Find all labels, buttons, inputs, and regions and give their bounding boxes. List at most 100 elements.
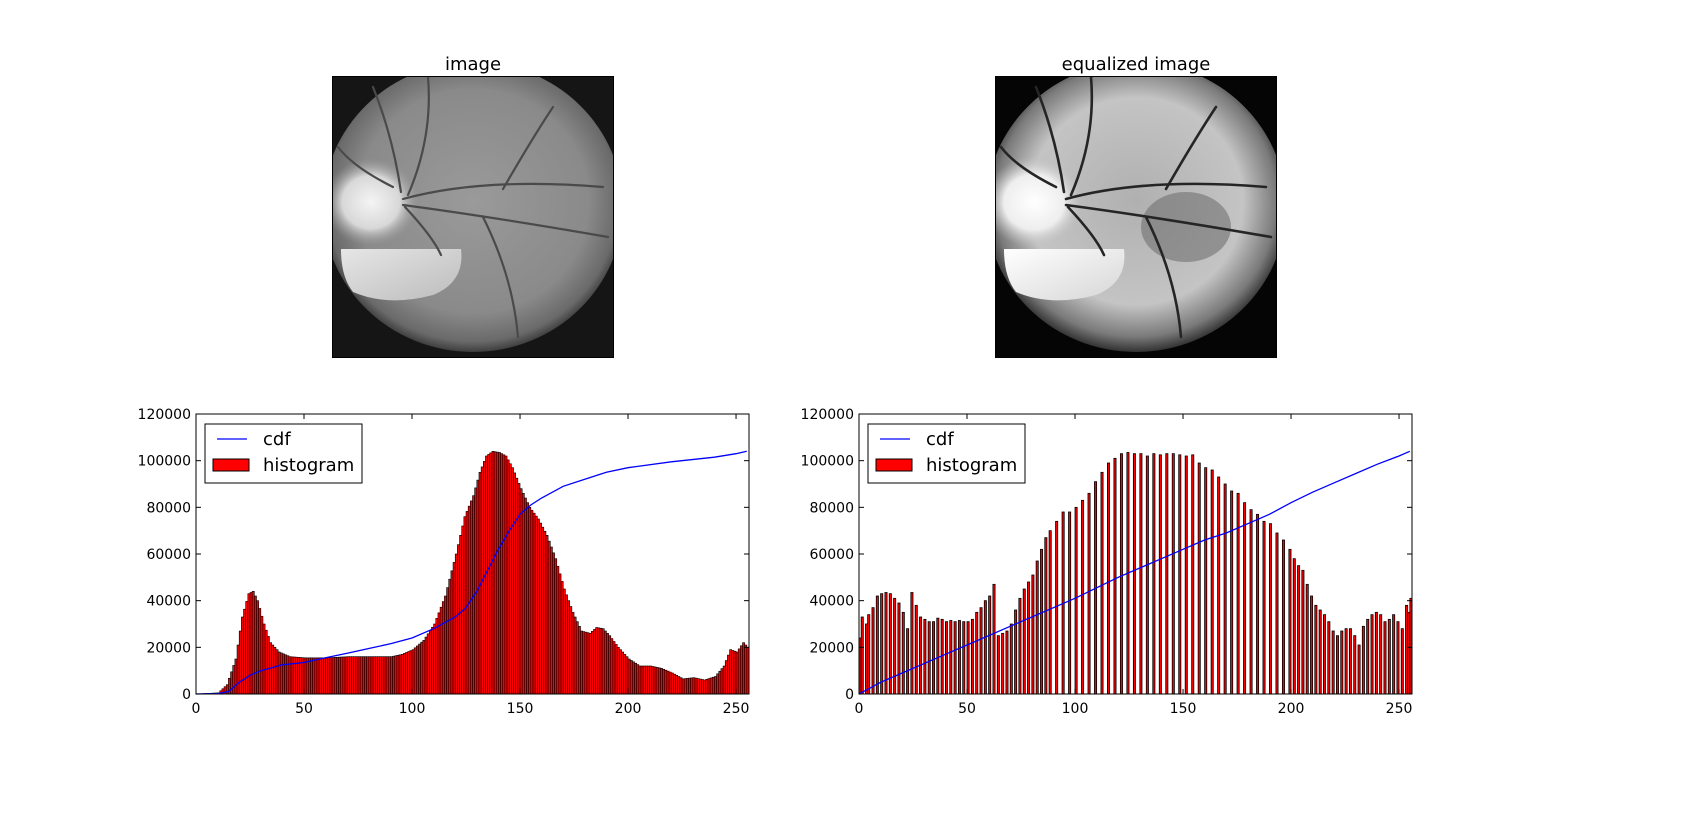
histogram-bar: [554, 558, 558, 695]
x-axis-ticks: 0 50 100 150 200 250: [192, 414, 749, 717]
histogram-bar: [400, 654, 404, 695]
histogram-bar: [243, 608, 246, 695]
orig-histogram-bars: [197, 451, 750, 695]
histogram-bar: [552, 552, 555, 695]
histogram-bar: [655, 667, 659, 695]
histogram-bar: [396, 654, 400, 695]
histogram-bar: [1357, 644, 1361, 695]
histogram-bar: [370, 656, 374, 695]
histogram-bar: [640, 665, 644, 695]
histogram-bar: [927, 621, 931, 695]
histogram-bar: [988, 595, 992, 695]
histogram-bar: [677, 676, 681, 695]
histogram-bar: [686, 678, 689, 695]
histogram-bar: [545, 535, 549, 695]
histogram-bar: [1158, 454, 1162, 695]
histogram-bar: [681, 678, 685, 695]
histogram-bar: [683, 678, 687, 695]
histogram-bar: [595, 627, 599, 695]
legend-histogram-label: histogram: [926, 455, 1017, 476]
histogram-bar: [1269, 523, 1272, 695]
histogram-bar: [498, 452, 501, 695]
histogram-bar: [679, 677, 683, 695]
histogram-bar: [979, 607, 983, 695]
histogram-bar: [740, 645, 743, 695]
x-tick-label: 200: [615, 701, 642, 717]
histogram-bar: [737, 648, 741, 695]
histogram-bar: [504, 455, 508, 695]
histogram-bar: [662, 668, 666, 695]
histogram-bar: [1292, 558, 1296, 695]
histogram-bar: [327, 657, 331, 695]
histogram-bar: [1068, 511, 1072, 695]
histogram-bar: [608, 635, 612, 695]
histogram-bar: [528, 507, 532, 695]
histogram-bar: [247, 593, 251, 695]
histogram-bar: [385, 656, 389, 695]
histogram-bar: [714, 676, 717, 695]
histogram-bar: [627, 658, 631, 695]
histogram-bar: [919, 616, 923, 695]
histogram-bar: [366, 656, 370, 695]
histogram-bar: [342, 656, 346, 695]
histogram-bar: [936, 617, 940, 695]
histogram-bar: [487, 454, 491, 695]
histogram-bar: [418, 643, 421, 695]
histogram-bar: [623, 654, 627, 695]
histogram-bar: [1197, 462, 1201, 695]
histogram-bar: [236, 644, 240, 695]
histogram-bar: [1387, 618, 1391, 695]
y-tick-label: 60000: [146, 547, 191, 563]
histogram-bar: [329, 657, 333, 695]
histogram-bar: [1055, 520, 1059, 695]
histogram-bar: [310, 657, 313, 695]
histogram-bar: [245, 601, 249, 695]
histogram-bar: [694, 677, 698, 695]
histogram-bar: [467, 505, 471, 695]
histogram-bar: [349, 656, 352, 695]
histogram-bar: [642, 665, 646, 695]
histogram-bar: [1184, 455, 1188, 695]
histogram-bar: [647, 665, 650, 695]
histogram-bar: [275, 649, 279, 695]
histogram-bar: [599, 627, 603, 695]
histogram-bar: [444, 595, 447, 695]
histogram-chart-equalized: 0 50 100 150 200 250 0 20000 40000 60000 80000 1000…: [801, 407, 1413, 717]
histogram-bar: [970, 618, 974, 695]
histogram-bar: [320, 657, 324, 695]
histogram-bar: [1204, 467, 1208, 695]
histogram-bar: [288, 656, 292, 695]
y-tick-label: 100000: [138, 454, 191, 470]
histogram-bar: [1165, 453, 1169, 695]
histogram-bar: [316, 657, 320, 695]
histogram-bar: [653, 666, 657, 695]
histogram-bar: [565, 594, 568, 695]
x-axis-ticks: 0 50 100 150 200 250: [855, 414, 1413, 717]
histogram-bar: [578, 626, 581, 695]
histogram-bar: [1344, 628, 1348, 695]
histogram-bar: [1223, 483, 1227, 695]
histogram-bar: [696, 678, 700, 695]
histogram-bar: [1048, 530, 1052, 695]
histogram-bar: [1040, 548, 1044, 695]
histogram-bar: [1005, 630, 1009, 695]
histogram-bar: [1327, 621, 1331, 695]
histogram-bar: [567, 600, 571, 695]
histogram-bar: [286, 655, 290, 695]
histogram-bar: [422, 640, 426, 695]
histogram-bar: [649, 665, 653, 695]
histogram-bar: [411, 649, 415, 695]
original-fundus-image: [332, 76, 614, 358]
histogram-bar: [1145, 455, 1149, 695]
histogram-bar: [405, 652, 408, 695]
histogram-bar: [1383, 621, 1387, 695]
histogram-bar: [601, 628, 605, 695]
x-tick-label: 150: [507, 701, 534, 717]
x-tick-label: 250: [1386, 701, 1413, 717]
y-tick-label: 80000: [146, 500, 191, 516]
histogram-bar: [742, 642, 745, 695]
histogram-bar: [675, 675, 679, 695]
histogram-bar: [562, 588, 566, 695]
histogram-bar: [632, 661, 635, 695]
